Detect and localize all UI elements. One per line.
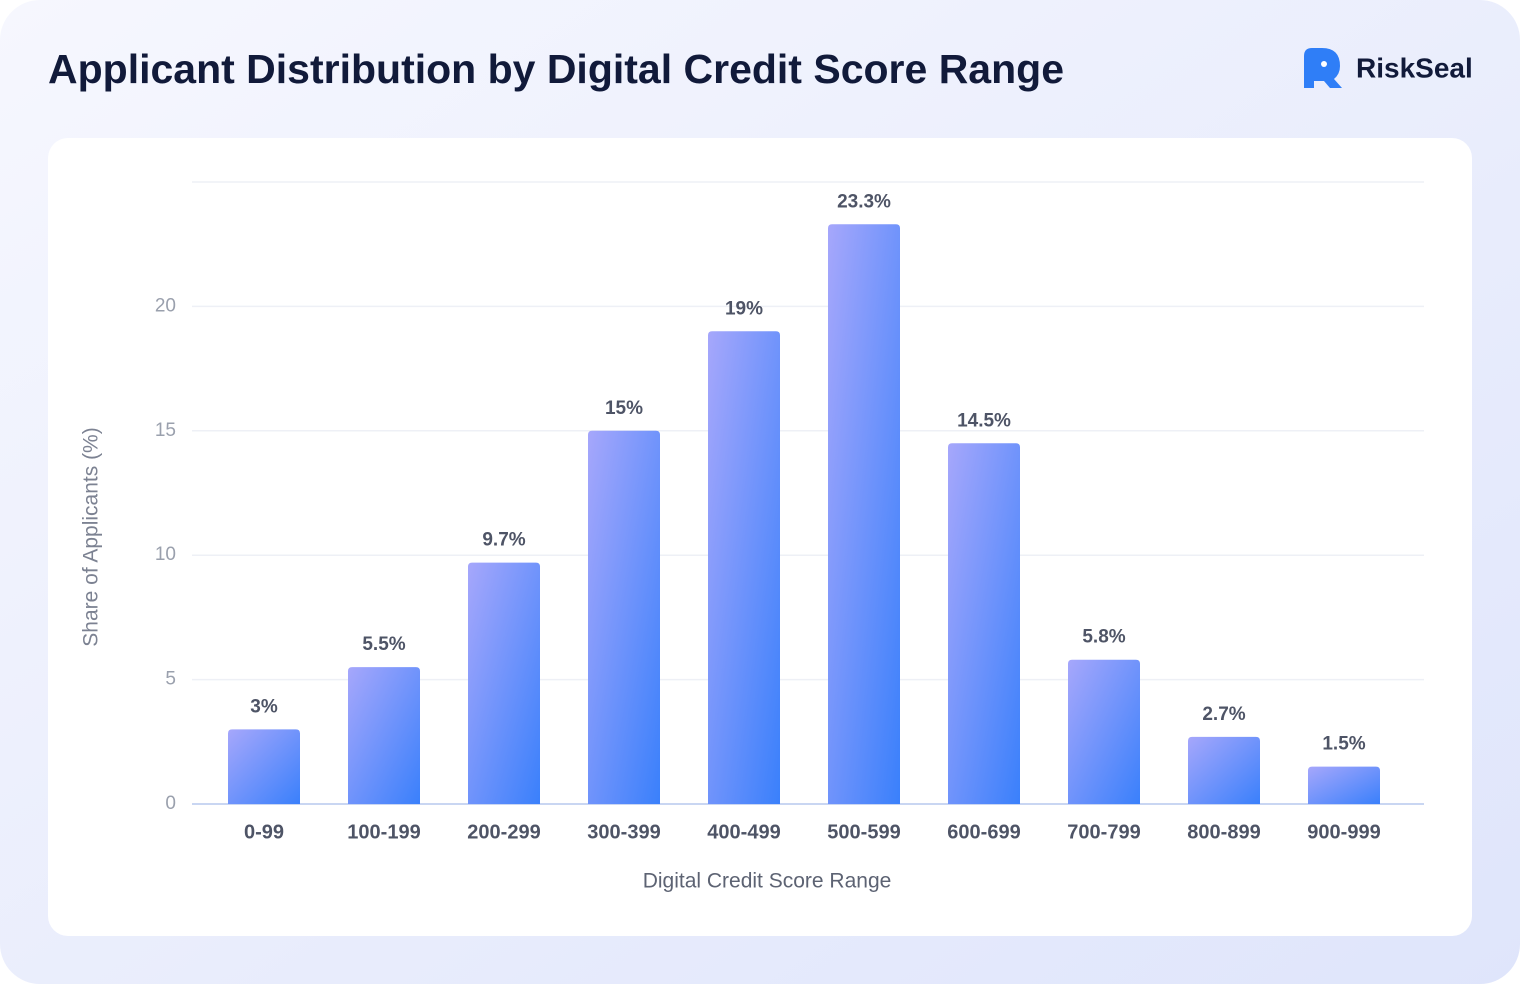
x-tick-label: 800-899 xyxy=(1187,821,1260,843)
x-tick-label: 500-599 xyxy=(827,821,900,843)
x-tick-label: 0-99 xyxy=(244,821,284,843)
chart-title: Applicant Distribution by Digital Credit… xyxy=(48,46,1064,92)
x-tick-label: 600-699 xyxy=(947,821,1020,843)
y-tick-label: 20 xyxy=(155,295,176,316)
value-label: 23.3% xyxy=(837,191,891,212)
x-tick-label: 900-999 xyxy=(1307,821,1380,843)
y-tick-label: 10 xyxy=(155,544,176,565)
y-axis-title: Share of Applicants (%) xyxy=(80,427,103,646)
brand-logo xyxy=(1304,48,1342,88)
value-label: 15% xyxy=(605,398,643,419)
value-label: 14.5% xyxy=(957,410,1011,431)
bar xyxy=(588,430,660,804)
y-tick-label: 5 xyxy=(165,669,176,690)
value-label: 2.7% xyxy=(1202,704,1245,725)
value-label: 5.8% xyxy=(1082,627,1125,648)
bar xyxy=(1308,766,1380,804)
x-tick-label: 400-499 xyxy=(707,821,780,843)
x-tick-label: 100-199 xyxy=(347,821,420,843)
brand-name: RiskSeal xyxy=(1356,52,1473,83)
bar xyxy=(948,443,1020,804)
x-tick-label: 700-799 xyxy=(1067,821,1140,843)
bar xyxy=(468,562,540,804)
bar xyxy=(828,224,900,804)
bar xyxy=(1188,736,1260,804)
bar xyxy=(228,729,300,804)
bar xyxy=(348,667,420,804)
x-tick-label: 200-299 xyxy=(467,821,540,843)
y-tick-label: 0 xyxy=(165,793,176,814)
value-label: 3% xyxy=(250,696,278,717)
value-label: 9.7% xyxy=(482,530,525,551)
value-label: 19% xyxy=(725,298,763,319)
x-axis-title: Digital Credit Score Range xyxy=(643,870,892,893)
y-tick-label: 15 xyxy=(155,420,176,441)
bar xyxy=(1068,659,1140,804)
bar xyxy=(708,331,780,804)
x-tick-label: 300-399 xyxy=(587,821,660,843)
value-label: 5.5% xyxy=(362,634,405,655)
value-label: 1.5% xyxy=(1322,734,1365,755)
